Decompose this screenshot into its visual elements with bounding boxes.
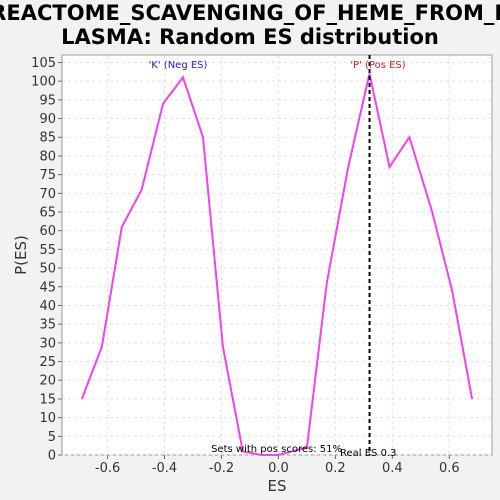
y-tick-label: 105	[31, 56, 56, 71]
y-axis-ticks: 0 5 10 15 20 25 30 35 40 45 50 55 60 65 70 75 80 85 90 95 10…	[31, 56, 62, 464]
y-tick-label: 75	[39, 168, 56, 183]
y-tick-label: 50	[39, 262, 56, 277]
y-tick-label: 80	[39, 149, 56, 164]
y-tick-label: 55	[39, 243, 56, 258]
x-tick-label: 0.2	[325, 461, 346, 476]
y-tick-label: 90	[39, 112, 56, 127]
chart-title-line-2: LASMA: Random ES distribution	[61, 25, 439, 49]
series-line	[80, 73, 474, 456]
x-tick-label: 0.0	[268, 461, 289, 476]
y-tick-label: 100	[31, 75, 56, 90]
y-tick-label: 35	[39, 318, 56, 333]
x-axis-ticks: -0.6 -0.4 -0.2 0.0 0.2 0.4 0.6	[95, 455, 460, 476]
chart-title-line-1: REACTOME_SCAVENGING_OF_HEME_FROM_P	[0, 1, 500, 25]
x-tick-label: -0.4	[152, 461, 177, 476]
plot-area	[61, 54, 493, 456]
x-tick-label: -0.6	[95, 461, 120, 476]
y-tick-label: 0	[48, 449, 56, 464]
x-tick-label: -0.2	[209, 461, 234, 476]
x-tick-label: 0.4	[382, 461, 403, 476]
real-es-text: Real ES 0.3	[340, 448, 396, 459]
y-tick-label: 10	[39, 411, 56, 426]
y-tick-label: 95	[39, 93, 56, 108]
y-axis-label: P(ES)	[12, 235, 30, 275]
y-tick-label: 60	[39, 224, 56, 239]
sets-pos-scores-text: Sets with pos scores: 51%	[211, 444, 342, 455]
y-tick-label: 30	[39, 336, 56, 351]
y-tick-label: 45	[39, 280, 56, 295]
x-tick-label: 0.6	[439, 461, 460, 476]
neg-es-label: 'K' (Neg ES)	[149, 60, 208, 71]
y-tick-label: 15	[39, 392, 56, 407]
y-tick-label: 65	[39, 206, 56, 221]
x-axis-label: ES	[268, 477, 287, 495]
y-tick-label: 70	[39, 187, 56, 202]
y-tick-label: 85	[39, 131, 56, 146]
grid	[62, 55, 492, 456]
y-tick-label: 20	[39, 374, 56, 389]
pos-es-label: 'P' (Pos ES)	[350, 60, 405, 71]
y-tick-label: 5	[48, 430, 56, 445]
y-tick-label: 40	[39, 299, 56, 314]
y-tick-label: 25	[39, 355, 56, 370]
